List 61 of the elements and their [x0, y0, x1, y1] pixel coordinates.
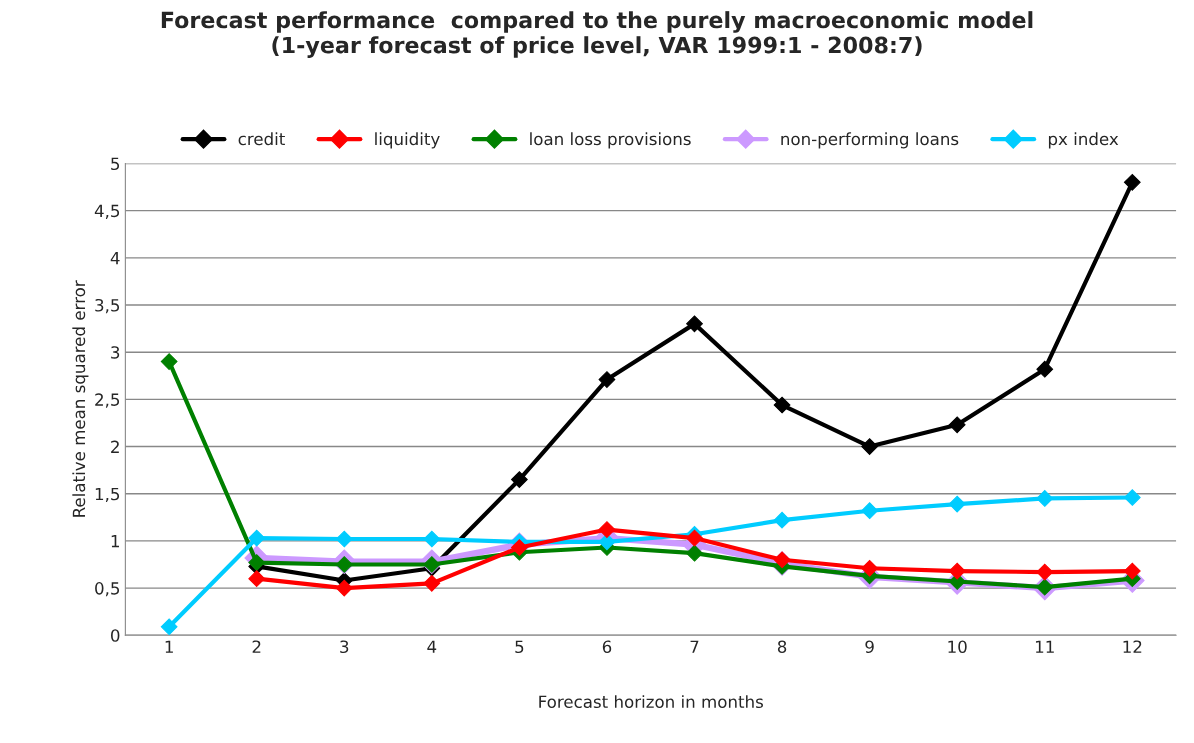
x-tick-label: 11 — [1035, 640, 1054, 653]
point — [598, 371, 616, 388]
legend-label: liquidity — [375, 132, 440, 149]
point — [335, 530, 353, 548]
chart-title: Forecast performance compared to the purely macroeconomic model (1-year forecast of price level, VAR 1999:1 - 2008:7) — [161, 11, 1033, 58]
x-axis-title: Forecast horizon in months — [539, 695, 763, 709]
y-tick-label: 1,5 — [95, 487, 120, 502]
point — [686, 529, 703, 547]
x-tick-label: 9 — [865, 640, 874, 654]
point — [686, 315, 703, 333]
point — [861, 502, 879, 520]
point — [423, 530, 441, 548]
legend-label: credit — [238, 132, 285, 146]
x-tick-label: 7 — [690, 640, 699, 653]
y-tick-label: 3,5 — [95, 298, 120, 314]
point — [1036, 490, 1054, 507]
x-tick-label: 4 — [427, 640, 437, 653]
point — [598, 533, 616, 551]
x-tick-label: 3 — [340, 640, 349, 654]
x-tick-label: 5 — [515, 640, 524, 654]
point — [948, 495, 966, 513]
x-tick-label: 10 — [948, 640, 967, 654]
point — [598, 521, 616, 538]
x-tick-label: 6 — [602, 640, 612, 654]
y-tick-label: 1 — [111, 535, 119, 548]
point — [335, 579, 353, 597]
point — [511, 471, 528, 488]
x-tick-label: 2 — [252, 640, 261, 653]
point — [1036, 360, 1054, 378]
legend-label: px index — [1048, 132, 1119, 149]
x-tick-label: 1 — [165, 640, 173, 653]
x-tick-label: 8 — [777, 640, 787, 654]
point — [160, 618, 178, 636]
y-tick-label: 4 — [110, 252, 120, 265]
point — [1123, 489, 1141, 506]
y-tick-label: 0 — [111, 629, 120, 642]
point — [948, 562, 966, 580]
point — [1036, 563, 1054, 581]
legend-label: non-performing loans — [781, 132, 959, 149]
y-tick-label: 0,5 — [95, 582, 120, 597]
y-tick-label: 4,5 — [94, 204, 120, 219]
x-tick-label: 12 — [1123, 640, 1142, 653]
y-tick-label: 2,5 — [95, 393, 120, 408]
y-axis-title: Relative mean squared error — [72, 280, 89, 517]
point — [948, 416, 966, 434]
point — [861, 438, 879, 455]
point — [773, 551, 791, 569]
legend-label: loan loss provisions — [530, 132, 691, 149]
point — [686, 544, 703, 562]
point — [1123, 562, 1141, 580]
y-tick-label: 3 — [111, 346, 120, 359]
point — [1123, 173, 1141, 191]
point — [160, 353, 178, 370]
point — [773, 511, 791, 529]
point — [248, 570, 266, 588]
point — [773, 396, 791, 414]
point — [248, 529, 266, 547]
point — [861, 559, 879, 577]
y-tick-label: 2 — [111, 440, 119, 453]
y-tick-label: 5 — [111, 157, 120, 171]
point — [423, 574, 441, 592]
